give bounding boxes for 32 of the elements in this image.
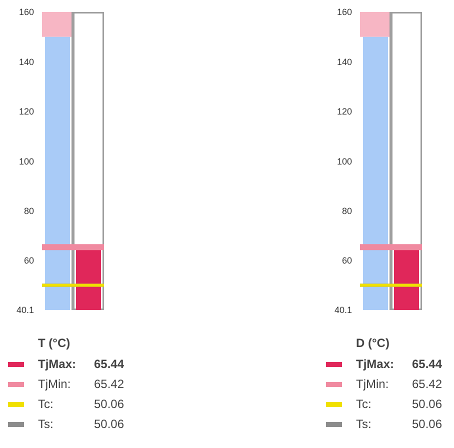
text: 50.06 (94, 417, 124, 431)
y-tick-label: 120 (18, 106, 34, 117)
legend-label: Tc: (38, 397, 54, 411)
y-tick-label: 40.1 (334, 305, 352, 316)
text: 50.06 (94, 397, 124, 411)
y-tick-label: 140 (18, 56, 34, 67)
text: 65.42 (412, 377, 442, 391)
legend-label: TjMax: (38, 357, 78, 371)
y-tick-label: 160 (18, 7, 34, 18)
y-tick-label: 100 (336, 156, 352, 166)
y-tick-label: 160 (336, 7, 352, 18)
legend-title: T (°C) (38, 336, 72, 350)
y-tick-label: 80 (342, 206, 352, 216)
text: 65.42 (94, 377, 124, 391)
y-tick-label: 60 (342, 256, 352, 266)
legend-label: TjMin: (38, 377, 72, 391)
legend-label: Ts: (38, 417, 54, 431)
text: 50.06 (412, 397, 442, 411)
y-tick-label: 40.1 (16, 305, 34, 316)
y-tick-label: 100 (18, 156, 34, 166)
y-tick-label: 60 (24, 256, 34, 266)
text: 50.06 (412, 417, 442, 431)
legend-label: TjMin: (356, 377, 390, 391)
legend-label: Ts: (356, 417, 372, 431)
legend-title: D (°C) (356, 336, 390, 350)
y-tick-label: 120 (336, 106, 352, 117)
text: 65.44 (94, 357, 124, 371)
legend-label: TjMax: (356, 357, 396, 371)
y-tick-label: 140 (336, 56, 352, 67)
legend-label: Tc: (356, 397, 372, 411)
text: 65.44 (412, 357, 442, 371)
y-tick-label: 80 (24, 206, 34, 216)
